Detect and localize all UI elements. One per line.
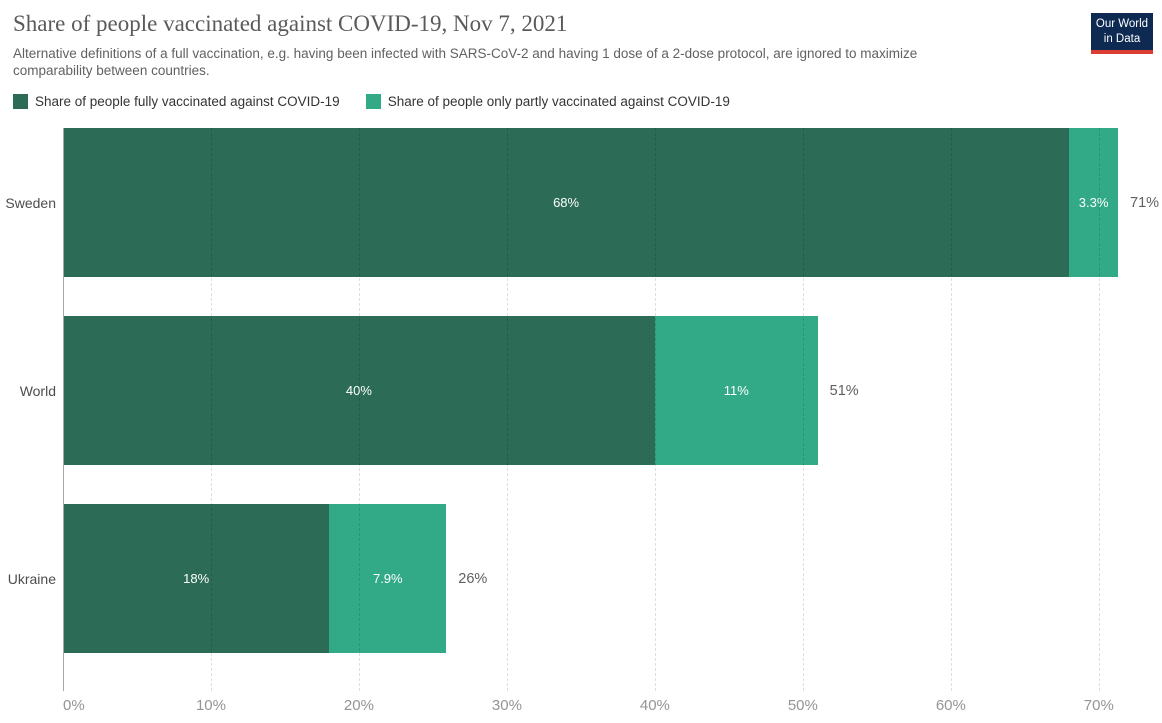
bar-value-label: 3.3% <box>1078 195 1109 210</box>
y-axis-line <box>63 128 64 691</box>
bar-value-label: 18% <box>183 571 210 586</box>
gridline <box>654 128 656 691</box>
bar-value-label: 68% <box>553 195 580 210</box>
x-tick-label: 40% <box>639 697 670 714</box>
x-tick-label: 30% <box>491 697 522 714</box>
gridline <box>802 128 804 691</box>
owid-logo-stripe <box>1091 49 1153 54</box>
legend-label: Share of people only partly vaccinated a… <box>387 94 730 109</box>
bar-row-sweden: 68% 3.3% 71% <box>63 128 1160 277</box>
x-tick-label: 70% <box>1083 697 1114 714</box>
legend-item-fully-vaccinated[interactable]: Share of people fully vaccinated against… <box>13 94 340 109</box>
bar-segment-fully-world[interactable]: 40% <box>63 316 655 465</box>
legend-swatch-partly-icon <box>365 94 381 109</box>
bar-total-label: 51% <box>829 382 859 399</box>
bar-segment-partly-ukraine[interactable]: 7.9% <box>329 504 447 653</box>
page-title: Share of people vaccinated against COVID… <box>13 11 568 36</box>
gridline <box>358 128 360 691</box>
bar-segment-partly-sweden[interactable]: 3.3% <box>1069 128 1119 277</box>
category-label-world: World <box>19 382 56 399</box>
legend-label: Share of people fully vaccinated against… <box>35 94 340 109</box>
gridline <box>950 128 952 691</box>
category-label-sweden: Sweden <box>5 194 56 211</box>
legend-swatch-fully-icon <box>13 94 28 109</box>
bar-row-world: 40% 11% 51% <box>63 316 1158 465</box>
x-tick-label: 50% <box>787 697 818 714</box>
category-label-ukraine: Ukraine <box>7 570 56 587</box>
gridline <box>210 128 212 691</box>
plot-area: 68% 3.3% 71% 40% 11% 51% 18% 7.9% 26% <box>63 128 1160 691</box>
bar-total-label: 71% <box>1130 194 1160 211</box>
legend-item-partly-vaccinated[interactable]: Share of people only partly vaccinated a… <box>365 94 730 109</box>
x-tick-label: 10% <box>195 697 226 714</box>
x-tick-label: 20% <box>343 697 374 714</box>
owid-logo-line1: Our World <box>1095 18 1149 30</box>
bar-segment-fully-ukraine[interactable]: 18% <box>63 504 330 653</box>
owid-logo-line2: in Data <box>1103 32 1141 45</box>
bar-total-label: 26% <box>458 570 488 587</box>
x-axis-ticks: 0% 10% 20% 30% 40% 50% 60% 70% <box>63 695 1158 719</box>
bar-segment-partly-world[interactable]: 11% <box>654 316 818 465</box>
bar-segment-fully-sweden[interactable]: 68% <box>63 128 1070 277</box>
legend: Share of people fully vaccinated against… <box>13 94 756 109</box>
chart-area: 68% 3.3% 71% 40% 11% 51% 18% 7.9% 26% Sweden Worl… <box>0 128 1162 723</box>
bar-value-label: 7.9% <box>372 571 403 586</box>
bar-row-ukraine: 18% 7.9% 26% <box>63 504 1158 653</box>
bar-value-label: 40% <box>345 383 372 398</box>
owid-logo[interactable]: Our World in Data <box>1091 13 1153 54</box>
chart-subtitle: Alternative definitions of a full vaccin… <box>13 46 918 79</box>
x-tick-label: 60% <box>935 697 966 714</box>
x-tick-label: 0% <box>63 697 85 714</box>
bar-value-label: 11% <box>723 383 749 398</box>
gridline <box>1098 128 1100 691</box>
gridline <box>506 128 508 691</box>
